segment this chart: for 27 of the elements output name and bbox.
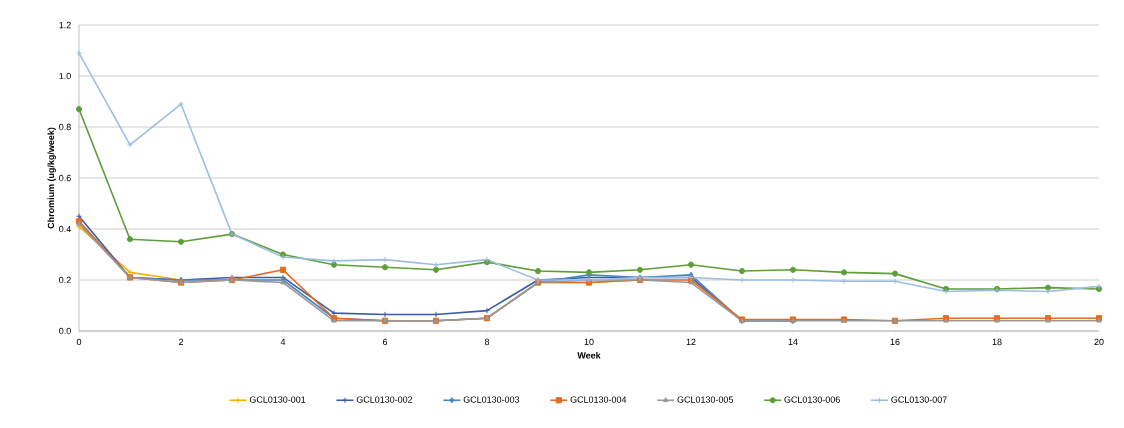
x-tick-label: 16 <box>890 338 900 346</box>
legend-label: GCL0130-003 <box>463 396 520 403</box>
x-axis-title: Week <box>577 351 601 359</box>
y-tick-label: 1.0 <box>59 72 71 80</box>
x-tick-label: 10 <box>584 338 594 346</box>
x-tick-label: 2 <box>178 338 184 346</box>
legend-label: GCL0130-001 <box>249 396 306 403</box>
x-tick-label: 18 <box>992 338 1002 346</box>
x-tick-label: 8 <box>484 338 490 346</box>
legend-label: GCL0130-002 <box>356 396 413 403</box>
y-tick-label: 0.8 <box>59 123 71 131</box>
y-tick-label: 1.2 <box>59 21 71 29</box>
y-tick-label: 0.6 <box>59 174 71 182</box>
y-axis-title: Chromium (ug/kg/week) <box>47 127 56 229</box>
x-tick-label: 12 <box>686 338 696 346</box>
x-tick-label: 4 <box>280 338 286 345</box>
legend-label: GCL0130-005 <box>677 396 733 403</box>
x-tick-label: 20 <box>1094 338 1104 346</box>
y-tick-label: 0.0 <box>59 327 71 335</box>
legend-label: GCL0130-004 <box>570 396 627 403</box>
x-tick-label: 0 <box>76 338 82 346</box>
x-tick-label: 14 <box>788 338 798 345</box>
legend-label: GCL0130-007 <box>891 396 947 403</box>
x-tick-label: 6 <box>382 338 388 346</box>
y-tick-label: 0.4 <box>59 225 71 233</box>
legend-label: GCL0130-006 <box>784 396 840 403</box>
y-tick-label: 0.2 <box>59 276 71 284</box>
